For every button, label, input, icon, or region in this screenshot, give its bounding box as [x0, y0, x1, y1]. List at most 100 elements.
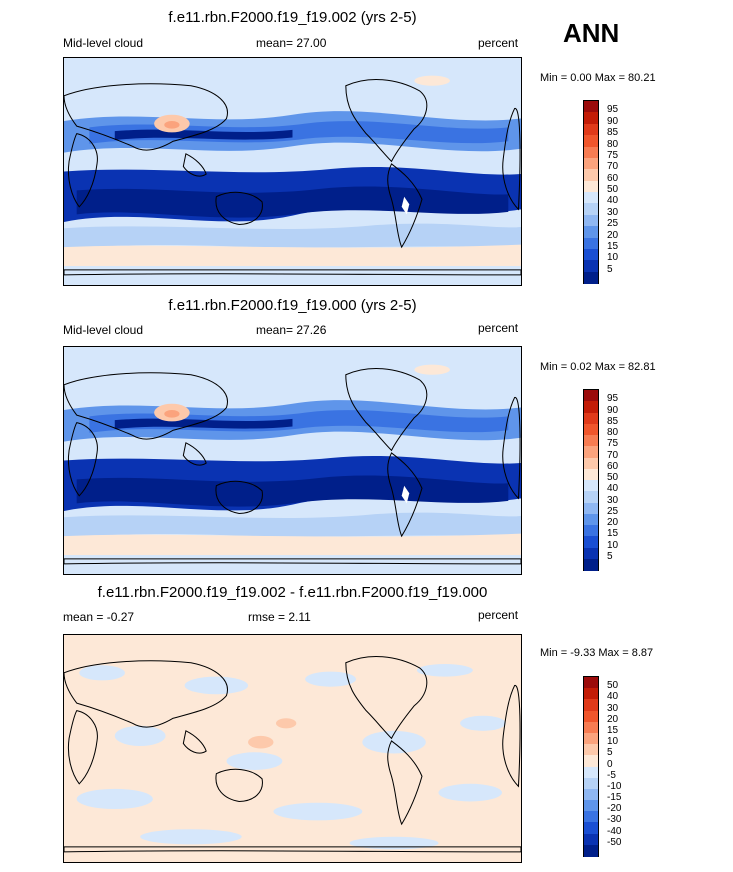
colorbar-tick-label: 60 — [607, 460, 619, 472]
colorbar-cell — [584, 237, 598, 250]
panel-top-map — [63, 57, 522, 286]
panel-top-right-label: percent — [478, 36, 519, 50]
colorbar-tick-label: -20 — [607, 803, 622, 815]
colorbar-cell — [584, 101, 598, 113]
colorbar-cell — [584, 822, 598, 835]
colorbar-tick-label: 80 — [607, 427, 619, 438]
colorbar-cell — [584, 135, 598, 147]
panel-bottom-title: f.e11.rbn.F2000.f19_f19.002 - f.e11.rbn.… — [97, 584, 488, 601]
colorbar-tick-label: 15 — [607, 724, 619, 736]
colorbar-tick-label: 25 — [607, 218, 619, 230]
colorbar-cell — [584, 688, 598, 700]
colorbar-cell — [584, 248, 598, 261]
map-field — [64, 58, 521, 285]
colorbar-tick-label: 40 — [607, 691, 619, 703]
colorbar-cell — [584, 214, 598, 227]
colorbar-tick-label: 15 — [607, 528, 619, 540]
panel-middle-minmax: Min = 0.02 Max = 82.81 — [540, 361, 656, 373]
colorbar-tick-label: 40 — [607, 483, 619, 495]
panel-middle-right-label: percent — [478, 321, 519, 335]
colorbar-cell — [584, 435, 598, 447]
colorbar-tick-label: -15 — [607, 792, 622, 804]
colorbar-tick-label: 25 — [607, 505, 619, 517]
colorbar-cell — [584, 226, 598, 238]
colorbar-cell — [584, 558, 598, 571]
panel-top-left-label: Mid-level cloud — [63, 36, 144, 50]
colorbar-tick-label: 20 — [607, 713, 619, 725]
panel-top-center-label: mean= 27.00 — [256, 36, 327, 50]
colorbar-cell — [584, 502, 598, 515]
colorbar-cell — [584, 180, 598, 193]
colorbar-tick-label: -30 — [607, 814, 622, 826]
colorbar-cell — [584, 491, 598, 503]
colorbar-cell — [584, 677, 598, 689]
colorbar-tick-label: 70 — [607, 449, 619, 461]
panel-bottom-left-label: mean = -0.27 — [63, 610, 135, 624]
panel-bottom-colorbar — [583, 676, 599, 857]
panel-bottom-map — [63, 634, 522, 863]
colorbar-cell — [584, 457, 598, 470]
panel-middle-title: f.e11.rbn.F2000.f19_f19.000 (yrs 2-5) — [168, 297, 417, 314]
colorbar-cell — [584, 844, 598, 857]
panel-middle-center-label: mean= 27.26 — [256, 323, 327, 337]
panel-bottom-minmax: Min = -9.33 Max = 8.87 — [540, 647, 654, 659]
colorbar-cell — [584, 157, 598, 170]
colorbar-tick-label: 0 — [607, 758, 613, 770]
colorbar-cell — [584, 123, 598, 136]
colorbar-cell — [584, 260, 598, 273]
colorbar-tick-label: 40 — [607, 195, 619, 207]
panel-bottom-right-label: percent — [478, 608, 519, 622]
panel-middle-map — [63, 346, 522, 575]
colorbar-tick-label: 20 — [607, 229, 619, 241]
colorbar-tick-label: 5 — [607, 747, 613, 759]
colorbar-cell — [584, 390, 598, 402]
colorbar-tick-label: 10 — [607, 539, 619, 551]
colorbar-cell — [584, 192, 598, 204]
colorbar-tick-label: 70 — [607, 161, 619, 173]
colorbar-tick-label: 30 — [607, 494, 619, 506]
colorbar-tick-label: -10 — [607, 780, 622, 792]
colorbar-cell — [584, 525, 598, 537]
colorbar-cell — [584, 146, 598, 159]
colorbar-tick-label: 85 — [607, 127, 619, 139]
colorbar-tick-label: 15 — [607, 240, 619, 252]
colorbar-cell — [584, 412, 598, 425]
colorbar-tick-label: 10 — [607, 252, 619, 264]
colorbar-tick-label: -5 — [607, 769, 616, 781]
panel-bottom-center-label: rmse = 2.11 — [248, 610, 311, 624]
map-field — [64, 347, 521, 574]
colorbar-tick-label: 30 — [607, 702, 619, 714]
colorbar-tick-label: 75 — [607, 438, 619, 450]
colorbar-tick-label: -40 — [607, 825, 622, 837]
colorbar-tick-label: 50 — [607, 680, 619, 692]
colorbar-cell — [584, 547, 598, 560]
colorbar-tick-label: 50 — [607, 184, 619, 195]
map-field — [64, 635, 521, 862]
colorbar-cell — [584, 811, 598, 823]
colorbar-cell — [584, 766, 598, 779]
colorbar-tick-label: 80 — [607, 138, 619, 150]
panel-top-colorbar — [583, 100, 599, 284]
colorbar-tick-label: 75 — [607, 149, 619, 161]
colorbar-cell — [584, 513, 598, 526]
colorbar-cell — [584, 169, 598, 182]
colorbar-tick-label: 20 — [607, 517, 619, 528]
colorbar-cell — [584, 446, 598, 458]
colorbar-cell — [584, 788, 598, 801]
colorbar-tick-label: -50 — [607, 836, 622, 848]
colorbar-tick-label: 90 — [607, 115, 619, 127]
colorbar-cell — [584, 710, 598, 723]
colorbar-tick-label: 85 — [607, 415, 619, 427]
colorbar-cell — [584, 699, 598, 712]
colorbar-cell — [584, 468, 598, 481]
colorbar-cell — [584, 721, 598, 734]
panel-top-minmax: Min = 0.00 Max = 80.21 — [540, 72, 656, 84]
colorbar-cell — [584, 744, 598, 756]
panel-middle-left-label: Mid-level cloud — [63, 323, 144, 337]
colorbar-cell — [584, 423, 598, 436]
colorbar-cell — [584, 732, 598, 745]
colorbar-tick-label: 95 — [607, 104, 619, 116]
colorbar-cell — [584, 271, 598, 284]
colorbar-cell — [584, 777, 598, 790]
season-label: ANN — [563, 18, 620, 48]
